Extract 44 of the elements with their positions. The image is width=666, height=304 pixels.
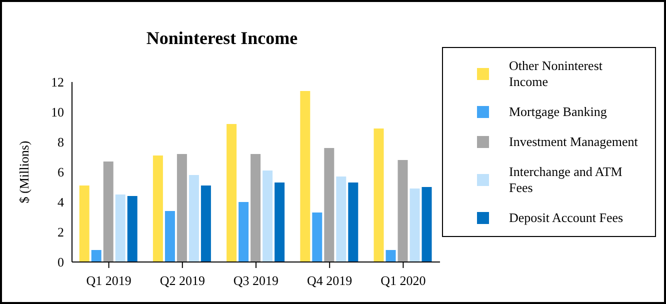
bar <box>79 186 90 262</box>
bar <box>176 154 187 262</box>
y-tick-label: 8 <box>58 134 64 150</box>
bar <box>188 175 199 262</box>
bar <box>91 250 102 262</box>
bar <box>262 170 273 262</box>
y-tick-label: 2 <box>58 224 64 240</box>
bar <box>324 148 334 262</box>
bar <box>238 202 249 262</box>
y-tick-label: 4 <box>58 194 64 210</box>
bar <box>127 196 138 262</box>
bar <box>410 188 420 262</box>
bar <box>103 162 114 262</box>
bar <box>348 182 358 262</box>
bar <box>398 160 408 262</box>
y-axis-title: $ (Millions) <box>16 140 32 204</box>
x-tick-label: Q3 2019 <box>233 273 279 288</box>
legend-label: Deposit Account Fees <box>509 210 624 226</box>
bar <box>226 124 237 262</box>
bar <box>115 194 126 262</box>
legend-label: Investment Management <box>509 134 639 150</box>
y-tick-label: 0 <box>58 254 64 270</box>
bar <box>386 250 396 262</box>
y-tick-label: 6 <box>58 164 64 180</box>
x-tick-label: Q4 2019 <box>307 273 352 288</box>
x-tick-label: Q1 2020 <box>380 273 426 288</box>
bar <box>274 182 285 262</box>
legend-label: Interchange and ATM Fees <box>509 164 624 196</box>
bar <box>152 156 163 262</box>
legend-label: Other Noninterest Income <box>509 58 604 90</box>
x-tick-label: Q1 2019 <box>86 273 132 288</box>
y-tick-label: 10 <box>51 104 64 120</box>
chart-title: Noninterest Income <box>145 28 299 49</box>
x-tick-label: Q2 2019 <box>160 273 205 288</box>
legend-label: Mortgage Banking <box>509 104 608 120</box>
bar <box>250 154 261 262</box>
bar <box>200 186 211 262</box>
bar <box>374 128 384 262</box>
bar <box>164 211 175 262</box>
bar <box>300 91 310 262</box>
bar <box>312 212 322 262</box>
y-tick-label: 12 <box>51 74 64 90</box>
bar <box>336 176 346 262</box>
bar <box>422 187 432 262</box>
